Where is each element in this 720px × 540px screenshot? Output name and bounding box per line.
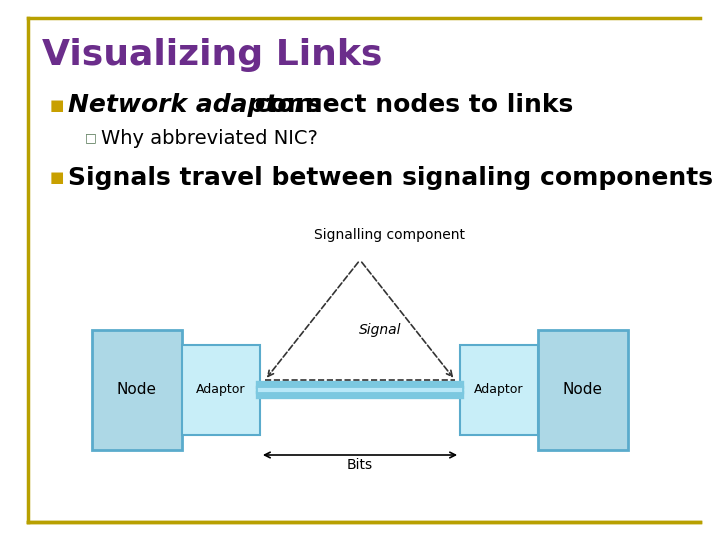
Text: Node: Node — [563, 382, 603, 397]
Text: Visualizing Links: Visualizing Links — [42, 38, 382, 72]
Bar — [182, 345, 260, 435]
Text: ■: ■ — [50, 171, 64, 186]
Text: □: □ — [85, 132, 96, 145]
Text: Node: Node — [117, 382, 157, 397]
Bar — [460, 345, 538, 435]
Text: Adaptor: Adaptor — [197, 383, 246, 396]
Text: Adaptor: Adaptor — [474, 383, 523, 396]
Text: connect nodes to links: connect nodes to links — [246, 93, 573, 117]
Text: ■: ■ — [50, 98, 64, 112]
Bar — [538, 330, 628, 450]
Text: Network adaptors: Network adaptors — [68, 93, 322, 117]
Text: Signals travel between signaling components: Signals travel between signaling compone… — [68, 166, 713, 190]
Bar — [92, 330, 182, 450]
Text: Bits: Bits — [347, 458, 373, 472]
Text: Signalling component: Signalling component — [315, 228, 466, 242]
Text: Why abbreviated NIC?: Why abbreviated NIC? — [101, 129, 318, 147]
Text: Signal: Signal — [359, 323, 401, 337]
